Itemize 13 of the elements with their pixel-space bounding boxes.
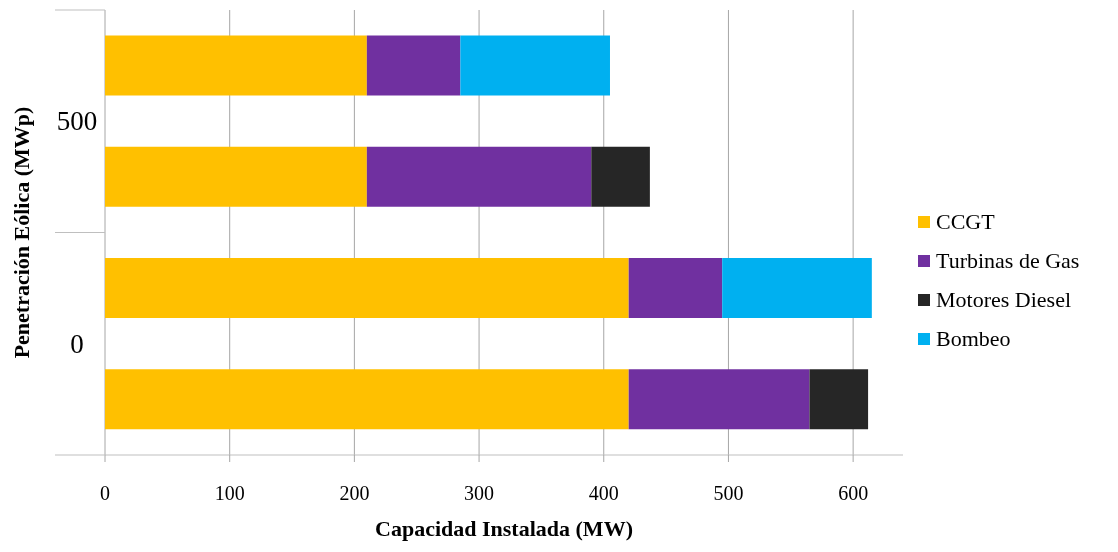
x-tick-label: 500 — [713, 482, 744, 505]
x-tick-label: 400 — [588, 482, 619, 505]
x-axis-title: Capacidad Instalada (MW) — [375, 515, 633, 541]
x-tick-label: 0 — [100, 482, 110, 505]
legend-label: Bombeo — [936, 325, 1011, 351]
x-tick-label: 300 — [464, 482, 495, 505]
legend-label: CCGT — [936, 208, 995, 234]
x-tick-label: 600 — [838, 482, 869, 505]
y-axis-title: Penetración Eólica (MWp) — [8, 106, 34, 359]
x-tick-label: 200 — [339, 482, 370, 505]
x-tick-label: 100 — [214, 482, 245, 505]
legend-label: Motores Diesel — [936, 286, 1072, 312]
legend-label: Turbinas de Gas — [936, 247, 1080, 273]
